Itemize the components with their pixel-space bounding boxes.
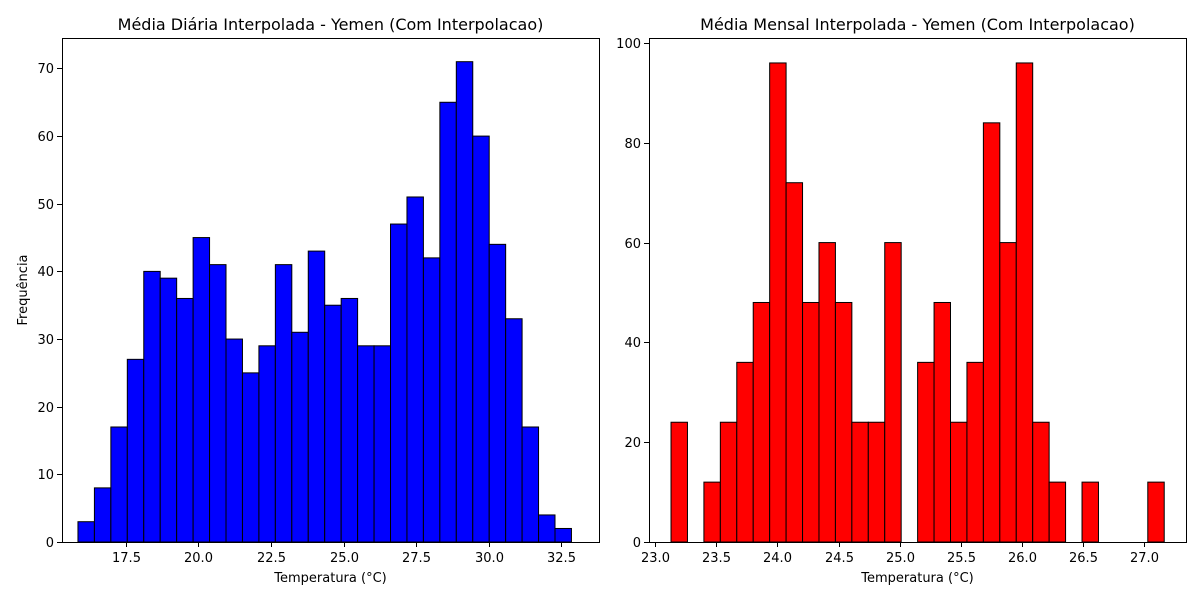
daily-x-tick-label: 30.0 [475, 551, 504, 566]
daily-bar [488, 243, 507, 543]
daily-bar [225, 338, 243, 543]
daily-histogram: Média Diária Interpolada - Yemen (Com In… [16, 15, 600, 586]
monthly-x-tick-label: 25.0 [886, 551, 915, 566]
monthly-x-tick-label: 23.5 [702, 551, 731, 566]
daily-x-tick-label: 32.5 [547, 551, 576, 566]
daily-bar [521, 426, 540, 543]
daily-bar [538, 514, 556, 543]
monthly-bar [818, 242, 836, 543]
daily-bar [192, 237, 211, 543]
daily-y-ticks: 0 10 20 30 40 50 60 70 [37, 62, 62, 551]
daily-x-tick-label: 25.0 [330, 551, 359, 566]
daily-y-tick-label: 40 [37, 265, 54, 280]
daily-bar [209, 264, 227, 543]
monthly-bar [966, 361, 984, 543]
monthly-bar [802, 301, 820, 543]
daily-bar [422, 257, 441, 543]
monthly-bar [703, 481, 721, 543]
daily-bar [455, 61, 474, 543]
monthly-x-tick-label: 26.5 [1069, 551, 1098, 566]
daily-y-tick-label: 0 [46, 536, 54, 551]
monthly-x-tick-label: 24.0 [763, 551, 792, 566]
daily-y-tick-label: 60 [37, 130, 54, 145]
daily-y-tick-label: 20 [37, 401, 54, 416]
daily-x-tick-label: 22.5 [257, 551, 286, 566]
monthly-bar [867, 421, 886, 543]
monthly-x-ticks: 23.0 23.5 24.0 24.5 25.0 25.5 26.0 26.5 27.0 [641, 542, 1159, 566]
monthly-bar [917, 361, 935, 543]
monthly-bar [933, 301, 951, 543]
daily-x-ticks: 17.5 20.0 22.5 25.0 27.5 30.0 32.5 [112, 542, 576, 566]
monthly-y-tick-label: 60 [624, 237, 641, 252]
daily-chart-title: Média Diária Interpolada - Yemen (Com In… [118, 15, 544, 34]
monthly-x-tick-label: 24.5 [825, 551, 854, 566]
daily-bar [357, 345, 375, 543]
daily-bar [110, 426, 128, 543]
daily-bar [505, 318, 523, 543]
monthly-y-tick-label: 100 [616, 37, 641, 52]
daily-bar [93, 487, 112, 543]
monthly-y-tick-label: 40 [624, 336, 641, 351]
daily-bar [176, 297, 194, 543]
monthly-bar [1048, 481, 1067, 543]
daily-bars [77, 61, 572, 543]
daily-x-tick-label: 27.5 [402, 551, 431, 566]
daily-bar [406, 196, 424, 543]
daily-bar [126, 358, 145, 543]
monthly-bar [785, 182, 804, 543]
daily-bar [472, 135, 490, 543]
daily-bar [159, 277, 178, 543]
monthly-x-tick-label: 27.0 [1130, 551, 1159, 566]
monthly-bar [851, 421, 869, 543]
monthly-bar [884, 242, 902, 543]
daily-x-tick-label: 17.5 [112, 551, 141, 566]
daily-bar [291, 331, 309, 543]
monthly-bar [834, 301, 853, 543]
daily-bar [439, 101, 457, 543]
monthly-bar [1147, 481, 1165, 543]
daily-bar [554, 527, 572, 543]
monthly-bar [736, 361, 754, 543]
daily-bar [143, 270, 161, 543]
monthly-y-ticks: 0 20 40 60 80 100 [616, 37, 649, 551]
monthly-bar [769, 62, 787, 543]
daily-axes-frame [62, 38, 600, 543]
daily-y-tick-label: 30 [37, 333, 54, 348]
monthly-axes-frame [649, 38, 1187, 543]
daily-x-tick-label: 20.0 [184, 551, 213, 566]
monthly-bar [670, 421, 688, 543]
monthly-y-tick-label: 20 [624, 436, 641, 451]
daily-y-tick-label: 10 [37, 468, 54, 483]
daily-bar [307, 250, 326, 543]
daily-x-axis-label: Temperatura (°C) [273, 571, 386, 586]
daily-bar [324, 304, 342, 543]
monthly-x-tick-label: 23.0 [641, 551, 670, 566]
daily-bar [390, 223, 408, 543]
monthly-chart-title: Média Mensal Interpolada - Yemen (Com In… [700, 15, 1135, 34]
daily-bar [340, 297, 359, 543]
daily-bar [77, 521, 95, 543]
daily-y-tick-label: 70 [37, 62, 54, 77]
daily-y-axis-label: Frequência [16, 254, 31, 325]
monthly-bar [950, 421, 968, 543]
monthly-x-tick-label: 25.5 [947, 551, 976, 566]
monthly-y-tick-label: 80 [624, 137, 641, 152]
daily-bar [373, 345, 392, 543]
daily-bar [258, 345, 276, 543]
monthly-histogram: Média Mensal Interpolada - Yemen (Com In… [616, 15, 1187, 586]
monthly-y-tick-label: 0 [633, 536, 641, 551]
daily-bar [274, 264, 293, 543]
daily-bar [241, 372, 260, 543]
monthly-bar [1015, 62, 1034, 543]
daily-y-tick-label: 50 [37, 198, 54, 213]
monthly-bar [982, 122, 1001, 543]
monthly-bar [752, 301, 771, 543]
monthly-bar [999, 242, 1017, 543]
monthly-x-tick-label: 26.0 [1008, 551, 1037, 566]
monthly-bar [1032, 421, 1050, 543]
monthly-bar [1081, 481, 1099, 543]
monthly-x-axis-label: Temperatura (°C) [860, 571, 973, 586]
monthly-bar [719, 421, 738, 543]
